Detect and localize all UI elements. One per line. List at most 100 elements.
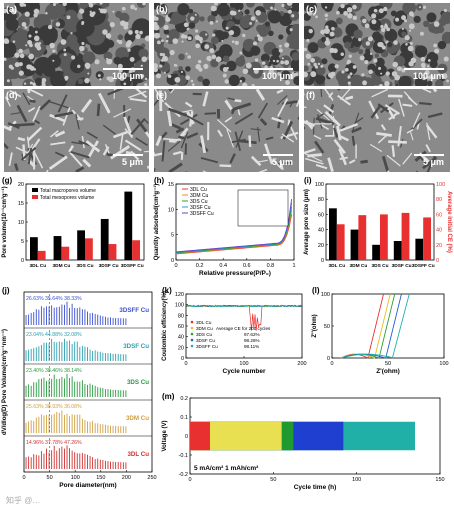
y-axis-label: Pore volume(10⁻¹cm³g⁻¹) bbox=[1, 186, 8, 257]
grain bbox=[142, 3, 146, 6]
category-label: 3DM Cu bbox=[349, 263, 367, 269]
y-tick-label: 40 bbox=[178, 335, 184, 341]
grain bbox=[434, 48, 440, 54]
dendrite bbox=[126, 115, 131, 124]
pore bbox=[210, 36, 219, 45]
panel-label: (e) bbox=[156, 90, 167, 100]
grain bbox=[280, 60, 285, 65]
y-tick-label: 60 bbox=[318, 212, 324, 218]
dendrite bbox=[403, 91, 414, 102]
pore bbox=[342, 35, 353, 45]
scale-text: 100 μm bbox=[412, 71, 444, 81]
grain bbox=[181, 40, 184, 43]
dendrite bbox=[179, 109, 193, 114]
legend-label: Total macropores volume bbox=[40, 188, 96, 194]
category-label: 3DL Cu bbox=[328, 263, 345, 269]
plot-frame bbox=[23, 291, 153, 473]
grain bbox=[14, 52, 20, 58]
grain bbox=[427, 65, 430, 68]
dendrite bbox=[20, 147, 37, 161]
pore bbox=[434, 79, 444, 86]
pore bbox=[207, 14, 216, 24]
bar-Total macropores volume bbox=[30, 237, 38, 260]
y-axis-label: dV/dlog(D) Pore Volume(cm³g⁻¹nm⁻¹) bbox=[1, 329, 8, 435]
dendrite bbox=[31, 148, 44, 169]
dendrite bbox=[71, 141, 83, 145]
dendrite bbox=[160, 131, 168, 139]
pore bbox=[34, 77, 44, 86]
x-tick-label: 100 bbox=[239, 361, 248, 367]
y-tick-label: 50 bbox=[324, 324, 330, 330]
grain bbox=[427, 59, 431, 62]
dendrite bbox=[409, 130, 414, 141]
dendrite bbox=[281, 133, 295, 143]
pore bbox=[106, 39, 115, 48]
grain bbox=[167, 74, 172, 78]
grain bbox=[160, 3, 163, 5]
grain bbox=[211, 54, 217, 60]
sem-panel-c: (c) 100 μm bbox=[304, 3, 450, 86]
grain bbox=[215, 20, 219, 23]
grain bbox=[405, 42, 408, 46]
x-tick-label: 0 bbox=[188, 477, 191, 483]
grain bbox=[433, 21, 440, 27]
grain bbox=[385, 41, 388, 44]
grain bbox=[408, 29, 412, 32]
bar-Total macropores volume bbox=[77, 230, 85, 260]
grain bbox=[422, 76, 426, 81]
grain bbox=[161, 10, 166, 15]
pore bbox=[177, 3, 190, 16]
grain bbox=[209, 48, 215, 54]
dendrite bbox=[180, 132, 189, 149]
series-label: 3DSF Cu bbox=[123, 343, 149, 350]
pore bbox=[321, 36, 327, 43]
grain bbox=[140, 74, 145, 78]
pore bbox=[17, 27, 24, 34]
grain bbox=[21, 22, 27, 27]
x-tick-label: 0 bbox=[184, 361, 187, 367]
grain bbox=[331, 26, 335, 31]
grain bbox=[108, 76, 115, 83]
legend-label: 3DS Cu bbox=[196, 332, 213, 337]
grain bbox=[324, 39, 331, 46]
sem-panel-e: (e) 5 μm bbox=[154, 89, 299, 172]
pore bbox=[178, 53, 185, 61]
x-tick-label: 1 bbox=[292, 263, 295, 269]
grain bbox=[116, 39, 120, 43]
x-axis-label: Cycle time (h) bbox=[294, 484, 337, 491]
dendrite bbox=[26, 136, 30, 148]
grain bbox=[386, 27, 391, 32]
sem-panel-a: (a) 100 μm bbox=[4, 3, 149, 86]
y-tick-label: 10 bbox=[168, 207, 174, 213]
bar-Average initial CE bbox=[336, 224, 345, 260]
bar-Total mesopores volume bbox=[61, 246, 70, 260]
dendrite bbox=[10, 112, 21, 115]
grain bbox=[190, 16, 195, 21]
legend-swatch bbox=[32, 188, 38, 192]
dendrite bbox=[217, 129, 223, 138]
dendrite bbox=[380, 124, 387, 131]
dendrite bbox=[155, 135, 163, 147]
y2-tick-label: 40 bbox=[436, 228, 442, 234]
dendrite bbox=[425, 124, 438, 139]
pore bbox=[386, 41, 393, 48]
grain bbox=[224, 79, 229, 84]
dendrite bbox=[13, 122, 35, 127]
pore bbox=[124, 31, 136, 43]
x-tick-label: 100 bbox=[352, 477, 361, 483]
sem-panel-d: (d) 5 μm bbox=[4, 89, 149, 172]
pore bbox=[62, 14, 81, 33]
grain bbox=[393, 40, 398, 45]
grain bbox=[12, 40, 16, 43]
grain bbox=[134, 30, 139, 35]
grain bbox=[268, 68, 274, 75]
grain bbox=[352, 65, 357, 69]
dendrite bbox=[168, 89, 174, 92]
dendrite bbox=[419, 156, 430, 167]
grain bbox=[362, 80, 368, 86]
dendrite bbox=[168, 162, 183, 172]
dendrite bbox=[265, 136, 274, 141]
pore bbox=[431, 23, 442, 34]
dendrite bbox=[50, 141, 66, 146]
grain bbox=[278, 48, 283, 53]
